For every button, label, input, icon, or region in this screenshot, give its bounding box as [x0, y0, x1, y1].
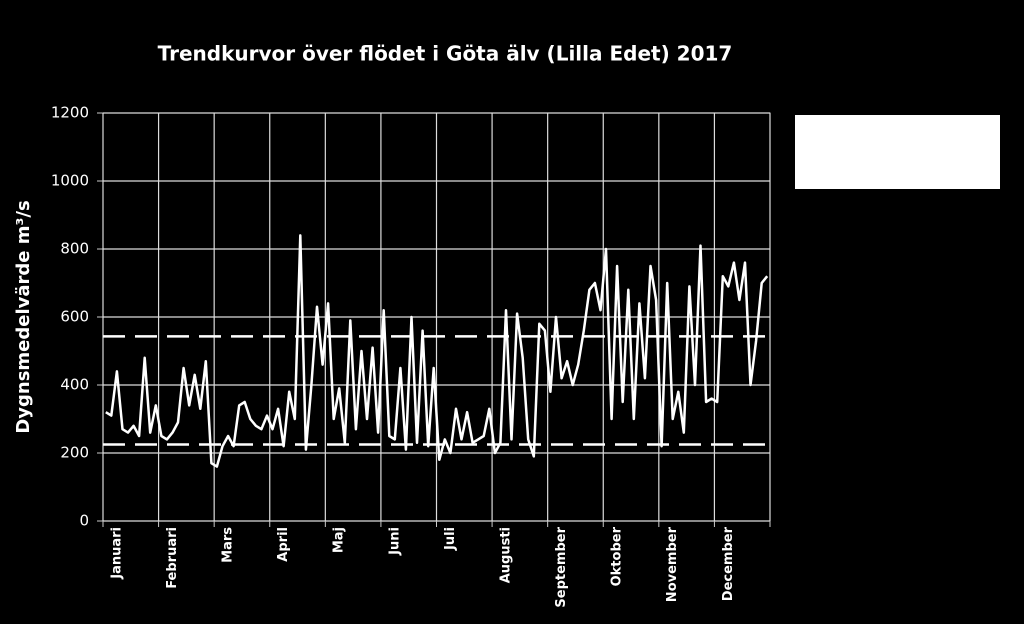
y-tick-label: 200 — [60, 444, 89, 462]
x-tick-label: Januari — [109, 527, 124, 580]
x-tick-label: Februari — [165, 527, 180, 589]
y-axis-label: Dygnsmedelvärde m³/s — [13, 200, 34, 433]
x-tick-label: Augusti — [498, 527, 513, 583]
y-tick-label: 600 — [60, 308, 89, 326]
x-tick-label: Maj — [332, 527, 347, 553]
data-line — [105, 234, 769, 468]
x-tick-label: Juli — [443, 527, 458, 551]
x-tick-label: Juni — [387, 527, 402, 556]
legend-box — [795, 115, 1000, 189]
x-tick-label: April — [276, 527, 291, 562]
y-tick-label: 1000 — [51, 172, 89, 190]
x-tick-label: November — [665, 526, 680, 602]
x-tick-label: Oktober — [610, 526, 625, 586]
y-tick-label: 1200 — [51, 104, 89, 122]
x-tick-label: September — [554, 526, 569, 607]
x-tick-label: December — [721, 526, 736, 601]
x-tick-label: Mars — [221, 527, 236, 563]
y-tick-label: 800 — [60, 240, 89, 258]
y-tick-label: 0 — [79, 512, 89, 530]
y-tick-label: 400 — [60, 376, 89, 394]
chart-title: Trendkurvor över flödet i Göta älv (Lill… — [158, 42, 733, 66]
